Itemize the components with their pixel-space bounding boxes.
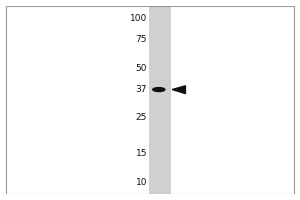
Bar: [149, 6, 171, 194]
Ellipse shape: [153, 88, 165, 92]
Text: 15: 15: [136, 149, 147, 158]
Text: 37: 37: [136, 85, 147, 94]
Text: 50: 50: [136, 64, 147, 73]
Polygon shape: [172, 86, 185, 94]
Text: 10: 10: [136, 178, 147, 187]
Text: 100: 100: [130, 14, 147, 23]
Text: 25: 25: [136, 113, 147, 122]
Text: 75: 75: [136, 35, 147, 44]
